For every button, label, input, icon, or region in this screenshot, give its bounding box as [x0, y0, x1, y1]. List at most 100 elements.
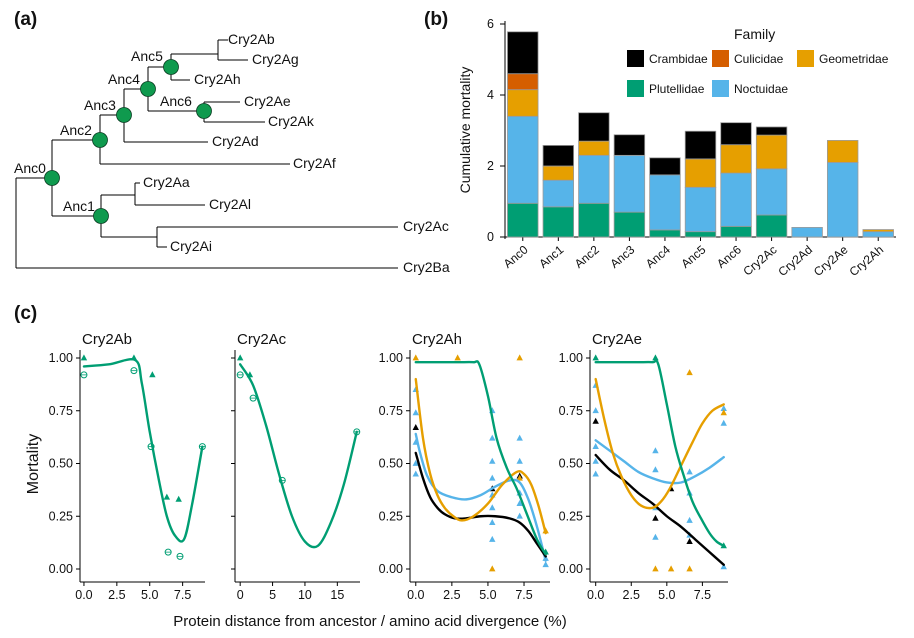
y-tick-label: 1.00 — [559, 351, 583, 365]
tree-node-label: Anc0 — [14, 160, 46, 176]
point-plutellidae — [175, 495, 182, 502]
tree-node-label: Anc3 — [84, 97, 116, 113]
tree-leaf-label: Cry2Ab — [228, 31, 275, 47]
legend-swatch-crambidae — [627, 50, 644, 67]
point-noctuidae — [542, 561, 549, 568]
fit-curve-plutellidae — [594, 359, 725, 547]
bar-category-label: Cry2Ae — [811, 242, 851, 279]
bar-segment-plutellidae — [755, 214, 788, 238]
panel-cry2ac: Cry2Ac 0 5 10 15 — [231, 331, 361, 602]
bar-category-label: Anc5 — [678, 242, 708, 271]
point-noctuidae — [412, 470, 419, 477]
point-noctuidae — [592, 443, 599, 450]
bar-segment-noctuidae — [826, 162, 859, 238]
fit-curve-geometridae — [414, 377, 547, 535]
panel-label-c: (c) — [14, 303, 37, 324]
point-noctuidae — [489, 535, 496, 542]
panel-cry2ah: Cry2Ah 0.00 0.25 0.50 0.75 1.00 0.0 2.5 5.0 7.5 — [379, 331, 550, 602]
tree-node-label: Anc2 — [60, 122, 92, 138]
mortality-panels: Mortality Protein distance from ancestor… — [25, 331, 728, 630]
point-noctuidae — [592, 407, 599, 414]
tree-leaf-label: Cry2Ac — [403, 218, 449, 234]
y-tick-label: 1.00 — [379, 351, 403, 365]
tree-leaf-label: Cry2Aa — [143, 174, 190, 190]
tree-leaf-label: Cry2Ai — [170, 238, 212, 254]
panel-label-b: (b) — [424, 9, 448, 30]
bar-segment-crambidae — [578, 112, 610, 142]
point-geometridae — [489, 565, 496, 572]
tree-node-label: Anc1 — [63, 198, 95, 214]
panel-title: Cry2Ah — [412, 331, 462, 348]
point-crambidae — [592, 417, 599, 424]
bar-segment-noctuidae — [649, 174, 681, 231]
bar-segment-crambidae — [684, 130, 717, 160]
point-geometridae — [667, 565, 675, 572]
point-noctuidae — [720, 563, 727, 570]
point-noctuidae — [720, 405, 727, 412]
legend-label: Culicidae — [734, 52, 784, 66]
point-noctuidae — [489, 518, 496, 525]
point-plutellidae — [80, 354, 88, 361]
bar-segment-geometridae — [542, 165, 575, 181]
tree-node-anc2 — [92, 132, 108, 148]
x-tick-label: 0.0 — [587, 588, 604, 602]
tree-node-label: Anc5 — [131, 48, 163, 64]
y-tick-label: 0.75 — [379, 404, 403, 418]
fit-curve-noctuidae — [594, 439, 725, 485]
panel-cry2ae: Cry2Ae 0.00 0.25 0.50 0.75 1.00 0.0 2.5 5.0 7.5 — [559, 331, 728, 602]
tree-nodes — [44, 59, 212, 224]
x-tick-label: 0.0 — [75, 588, 92, 602]
bar-segment-noctuidae — [578, 154, 610, 204]
point-noctuidae — [652, 533, 659, 540]
legend-swatch-plutellidae — [627, 80, 644, 97]
point-noctuidae — [516, 457, 523, 464]
bar-chart-legend: Family Crambidae Culicidae Geometridae Plut… — [627, 26, 889, 97]
x-tick-label: 0.0 — [407, 588, 424, 602]
x-tick-label: 0 — [237, 588, 244, 602]
bar-segment-geometridae — [684, 158, 717, 188]
point-geometridae — [454, 354, 461, 361]
point-plutellidae — [592, 354, 599, 361]
y-tick-label: 1.00 — [49, 351, 73, 365]
y-tick-label: 0.00 — [49, 562, 73, 576]
point-noctuidae — [489, 457, 496, 464]
y-tick-label: 0.75 — [559, 404, 583, 418]
bar-category-label: Anc1 — [536, 242, 566, 271]
x-tick-label: 7.5 — [515, 588, 532, 602]
point-noctuidae — [489, 504, 496, 511]
x-tick-label: 7.5 — [694, 588, 711, 602]
point-noctuidae — [592, 470, 599, 477]
bar-category-label: Anc6 — [714, 242, 744, 271]
mortality-ylabel: Mortality — [25, 434, 42, 494]
x-tick-label: 5.0 — [479, 588, 496, 602]
y-tick-label: 0.00 — [379, 562, 403, 576]
point-geometridae — [516, 474, 523, 481]
bar-category-label: Cry2Ad — [775, 243, 815, 279]
legend-swatch-culicidae — [712, 50, 729, 67]
point-crambidae — [412, 424, 419, 431]
tree-node-anc1 — [93, 208, 109, 224]
bar-segment-noctuidae — [862, 231, 894, 238]
bar-segment-plutellidae — [507, 202, 539, 238]
y-tick-label: 4 — [487, 88, 494, 102]
tree-node-anc0 — [44, 170, 60, 186]
point-noctuidae — [516, 499, 523, 506]
tree-node-anc4 — [140, 81, 156, 97]
point-noctuidae — [516, 512, 523, 519]
bar-segment-culicidae — [507, 73, 539, 91]
bar-segment-plutellidae — [542, 206, 575, 238]
point-noctuidae — [720, 419, 727, 426]
point-geometridae — [652, 565, 659, 572]
y-tick-label: 0.50 — [49, 457, 73, 471]
x-tick-label: 5 — [269, 588, 276, 602]
bar-segment-plutellidae — [649, 229, 681, 238]
legend-swatch-noctuidae — [712, 80, 729, 97]
bar-segment-plutellidae — [613, 211, 646, 238]
point-noctuidae — [652, 466, 659, 473]
x-tick-label: 2.5 — [443, 588, 460, 602]
bar-segment-noctuidae — [720, 172, 752, 227]
point-plutellidae — [652, 354, 659, 361]
y-tick-label: 2 — [487, 159, 494, 173]
bar-segment-noctuidae — [507, 115, 539, 204]
